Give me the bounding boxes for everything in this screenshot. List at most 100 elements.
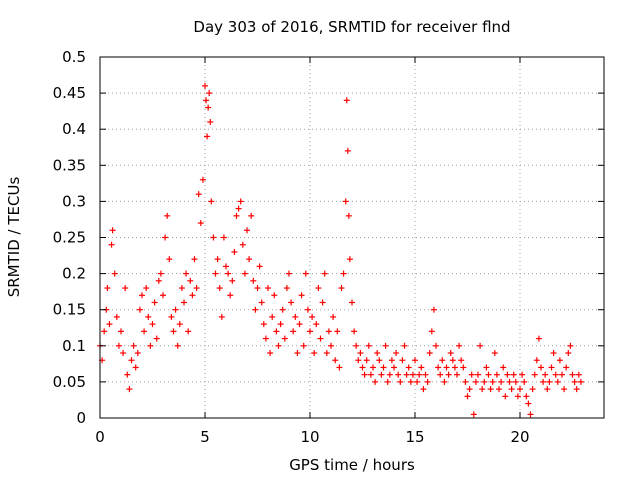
data-point xyxy=(286,270,292,277)
data-point xyxy=(252,306,259,313)
data-point xyxy=(210,234,217,241)
data-point xyxy=(113,313,120,320)
data-point xyxy=(300,342,307,349)
data-point xyxy=(527,411,534,418)
x-axis-title: GPS time / hours xyxy=(289,456,415,474)
data-point xyxy=(370,364,376,371)
data-point xyxy=(506,378,513,385)
data-point xyxy=(489,378,496,385)
data-point xyxy=(185,328,192,335)
data-point xyxy=(550,350,557,357)
data-point xyxy=(132,364,139,371)
data-point xyxy=(332,357,339,364)
y-tick-label: 0.25 xyxy=(53,229,86,247)
data-point xyxy=(136,306,143,313)
data-point xyxy=(393,350,400,357)
data-point xyxy=(189,292,196,299)
data-point xyxy=(382,342,389,349)
data-point xyxy=(346,256,353,263)
y-tick-label: 0.5 xyxy=(62,48,86,66)
data-point xyxy=(535,335,542,342)
data-point xyxy=(191,256,198,263)
data-point xyxy=(504,371,511,378)
data-point xyxy=(118,328,124,335)
data-point xyxy=(367,371,374,378)
data-point xyxy=(380,364,387,371)
data-point xyxy=(378,371,385,378)
data-point xyxy=(523,393,530,400)
data-point xyxy=(139,292,145,299)
data-point xyxy=(160,292,166,299)
data-point xyxy=(533,357,540,364)
data-point xyxy=(363,357,370,364)
data-point xyxy=(351,328,358,335)
data-point xyxy=(124,371,131,378)
data-point xyxy=(202,82,208,89)
data-point xyxy=(508,386,515,393)
data-point xyxy=(409,371,416,378)
data-point xyxy=(248,212,255,219)
y-tick-label: 0.35 xyxy=(53,156,86,174)
data-point xyxy=(407,378,414,385)
data-point xyxy=(502,393,509,400)
data-point xyxy=(178,285,185,292)
data-point xyxy=(498,378,505,385)
data-point xyxy=(525,400,532,407)
grid-lines xyxy=(100,57,604,418)
data-point xyxy=(561,386,568,393)
y-tick-label: 0 xyxy=(76,409,86,427)
data-point xyxy=(355,357,362,364)
data-point xyxy=(323,350,330,357)
data-point xyxy=(491,350,498,357)
data-point xyxy=(391,364,397,371)
data-point xyxy=(456,342,463,349)
data-point xyxy=(500,364,507,371)
data-point xyxy=(420,386,427,393)
data-point xyxy=(304,306,311,313)
data-point xyxy=(290,328,297,335)
data-point xyxy=(317,335,324,342)
data-point xyxy=(493,371,500,378)
data-point xyxy=(571,378,578,385)
data-point xyxy=(302,270,309,277)
data-point xyxy=(115,342,122,349)
data-point xyxy=(241,270,248,277)
data-point xyxy=(174,342,181,349)
data-point xyxy=(374,350,381,357)
data-point xyxy=(153,335,160,342)
data-point xyxy=(403,371,410,378)
data-point xyxy=(384,378,391,385)
data-point xyxy=(510,371,517,378)
data-point xyxy=(216,285,223,292)
data-point xyxy=(220,234,227,241)
data-point xyxy=(439,357,446,364)
data-point xyxy=(433,342,439,349)
data-point xyxy=(128,357,135,364)
data-point xyxy=(340,270,347,277)
data-point xyxy=(225,270,232,277)
data-point xyxy=(462,378,469,385)
data-point xyxy=(472,378,479,385)
data-point xyxy=(517,386,523,393)
data-point xyxy=(235,205,242,212)
data-point xyxy=(451,364,458,371)
data-point xyxy=(428,328,435,335)
data-point xyxy=(145,313,152,320)
data-point xyxy=(447,350,454,357)
data-point xyxy=(405,364,412,371)
data-point xyxy=(565,350,572,357)
data-point xyxy=(401,342,408,349)
data-point xyxy=(109,227,116,234)
data-point xyxy=(569,371,576,378)
data-point xyxy=(262,335,269,342)
data-point xyxy=(468,371,475,378)
data-point xyxy=(556,357,563,364)
data-point xyxy=(231,248,238,255)
x-tick-label: 10 xyxy=(300,428,319,446)
data-point xyxy=(275,342,282,349)
data-point xyxy=(334,328,341,335)
data-point xyxy=(399,357,406,364)
y-tick-label: 0.4 xyxy=(62,120,86,138)
data-point xyxy=(365,342,372,349)
data-point xyxy=(477,342,484,349)
